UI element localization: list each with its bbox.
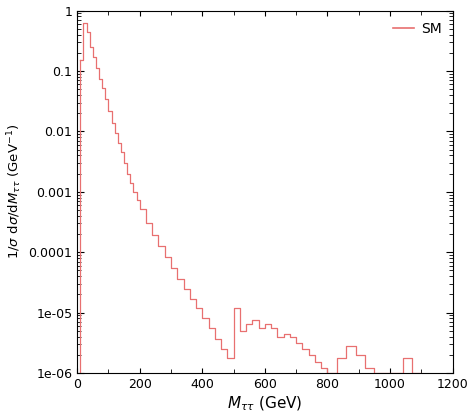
- Legend: SM: SM: [389, 18, 446, 40]
- Y-axis label: $1/\sigma\ \mathrm{d}\sigma/\mathrm{d}M_{\tau\tau}\ \mathrm{(GeV^{-1})}$: $1/\sigma\ \mathrm{d}\sigma/\mathrm{d}M_…: [6, 124, 24, 259]
- X-axis label: $M_{\tau\tau}\ \mathrm{(GeV)}$: $M_{\tau\tau}\ \mathrm{(GeV)}$: [227, 395, 303, 414]
